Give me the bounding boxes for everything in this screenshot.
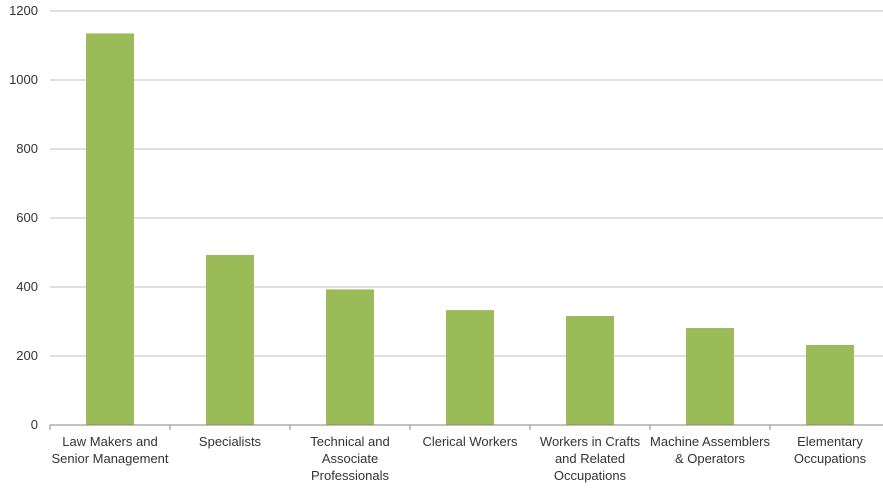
- x-category-label-line: Senior Management: [51, 451, 168, 466]
- x-category-label-line: Workers in Crafts: [540, 434, 641, 449]
- x-category-label: Workers in Crafts and Related Occupations: [540, 434, 641, 483]
- x-category-label-line: and Related: [555, 451, 625, 466]
- x-category-label-line: & Operators: [675, 451, 746, 466]
- x-category-label-line: Clerical Workers: [422, 434, 518, 449]
- y-tick-label: 800: [16, 141, 38, 156]
- bar: [206, 254, 254, 425]
- x-category-label-line: Specialists: [199, 434, 262, 449]
- x-category-label: Clerical Workers: [422, 434, 518, 449]
- bar: [326, 289, 374, 425]
- x-category-label-line: Law Makers and: [62, 434, 157, 449]
- bar: [86, 33, 134, 426]
- x-axis: [49, 424, 883, 430]
- y-axis-tick-labels: 0 200 400 600 800 1000 1200: [9, 3, 38, 432]
- bar: [446, 310, 494, 425]
- y-tick-label: 1200: [9, 3, 38, 18]
- y-tick-label: 600: [16, 210, 38, 225]
- x-category-label: Specialists: [199, 434, 262, 449]
- x-category-label: Law Makers and Senior Management: [51, 434, 168, 466]
- bars: [86, 33, 854, 426]
- bar: [686, 328, 734, 425]
- x-category-label-line: Machine Assemblers: [650, 434, 770, 449]
- x-category-label-line: Elementary: [797, 434, 863, 449]
- x-category-label-line: Technical and: [310, 434, 390, 449]
- bar: [806, 344, 854, 425]
- y-tick-label: 0: [31, 417, 38, 432]
- y-tick-label: 200: [16, 348, 38, 363]
- x-category-label-line: Professionals: [311, 468, 390, 483]
- gridlines: [50, 10, 883, 357]
- x-axis-category-labels: Law Makers and Senior Management Specialis…: [51, 434, 866, 483]
- y-tick-label: 1000: [9, 72, 38, 87]
- x-category-label: Machine Assemblers & Operators: [650, 434, 770, 466]
- x-category-label: Elementary Occupations: [794, 434, 867, 466]
- x-category-label-line: Associate: [322, 451, 378, 466]
- y-tick-label: 400: [16, 279, 38, 294]
- x-category-label-line: Occupations: [794, 451, 867, 466]
- x-category-label-line: Occupations: [554, 468, 627, 483]
- bar: [566, 315, 614, 425]
- x-category-label: Technical and Associate Professionals: [310, 434, 390, 483]
